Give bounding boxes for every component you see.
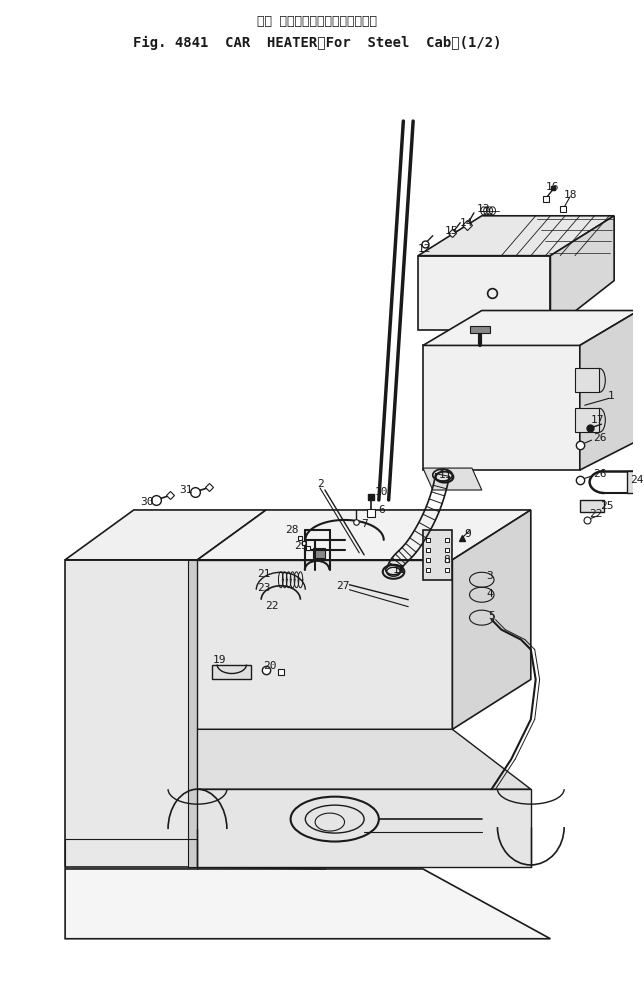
Text: 19: 19 [213,654,226,665]
Text: 28: 28 [285,525,298,535]
Text: 7: 7 [361,519,368,529]
Text: 24: 24 [630,475,643,485]
Text: 16: 16 [545,182,559,192]
Text: 12: 12 [418,244,431,254]
Polygon shape [198,789,531,867]
Text: 1: 1 [608,391,614,401]
Polygon shape [65,560,198,867]
Polygon shape [418,216,614,256]
Text: 3: 3 [486,571,493,581]
Text: 13: 13 [477,204,491,214]
Polygon shape [65,869,551,938]
Polygon shape [470,326,489,333]
Text: 25: 25 [600,501,614,511]
Text: 14: 14 [459,218,473,228]
Text: 22: 22 [265,601,279,610]
Text: カー ヒータ（スチールキャブ用）: カー ヒータ（スチールキャブ用） [257,15,377,28]
Polygon shape [198,729,531,789]
Text: 11: 11 [439,470,452,480]
Polygon shape [580,500,604,512]
Text: 31: 31 [179,485,193,496]
Polygon shape [627,471,637,493]
Text: 11: 11 [393,565,406,575]
Text: 8: 8 [443,555,450,565]
Text: 26: 26 [592,469,606,479]
Text: 10: 10 [375,487,388,497]
Polygon shape [65,510,266,560]
Polygon shape [452,510,531,729]
Text: 29: 29 [294,541,307,551]
Text: 6: 6 [379,505,385,515]
Polygon shape [575,369,600,392]
Text: 27: 27 [336,581,349,591]
Text: 30: 30 [140,496,153,507]
Polygon shape [423,530,452,580]
Text: 5: 5 [488,610,495,620]
Polygon shape [212,665,251,680]
Polygon shape [313,548,325,558]
Polygon shape [423,346,580,470]
Polygon shape [551,216,614,330]
Text: 4: 4 [486,589,493,599]
Text: Fig. 4841  CAR  HEATER（For  Steel  Cab）(1/2): Fig. 4841 CAR HEATER（For Steel Cab）(1/2) [133,37,501,51]
Polygon shape [580,310,639,470]
Text: 20: 20 [263,661,277,671]
Text: 23: 23 [258,583,271,593]
Polygon shape [187,560,207,867]
Polygon shape [423,468,482,490]
Text: 15: 15 [444,226,458,236]
Polygon shape [198,510,531,560]
Text: 22: 22 [589,509,602,519]
Polygon shape [198,560,325,869]
Polygon shape [418,256,551,330]
Text: 18: 18 [564,190,577,200]
Text: 17: 17 [591,415,604,425]
Text: 21: 21 [258,569,271,579]
Text: 9: 9 [465,529,471,539]
Text: 2: 2 [317,479,323,489]
Polygon shape [575,408,600,432]
Polygon shape [423,310,639,346]
Polygon shape [198,560,452,729]
Text: 26: 26 [592,433,606,443]
